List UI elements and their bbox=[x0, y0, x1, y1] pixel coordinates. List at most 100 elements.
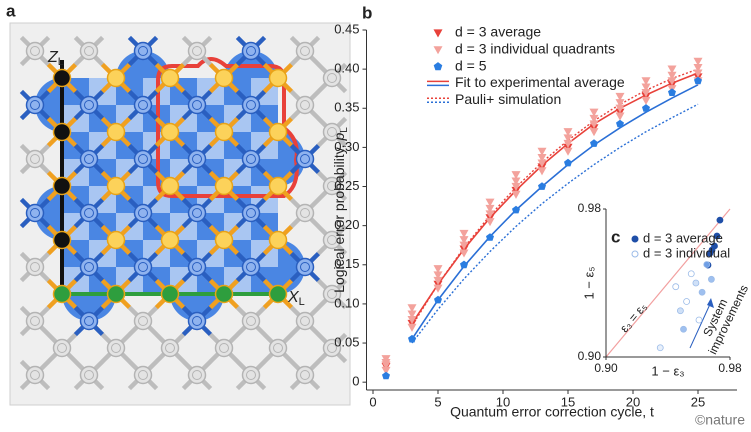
qubit bbox=[52, 122, 72, 142]
qubit-core bbox=[192, 154, 202, 164]
qubit-core bbox=[300, 208, 310, 218]
legend-marker bbox=[631, 250, 639, 258]
inset-x-tick-label: 0.90 bbox=[594, 361, 618, 375]
improvement-arrow bbox=[689, 301, 712, 349]
y-tick-label: 0.45 bbox=[334, 21, 359, 36]
qubit-core bbox=[30, 46, 40, 56]
inset-x-label: 1 − ε₃ bbox=[651, 363, 684, 378]
x-logical-label: XL bbox=[287, 289, 305, 308]
qubit bbox=[214, 284, 234, 304]
data-point bbox=[615, 104, 625, 113]
qubit-core bbox=[138, 46, 148, 56]
qubit bbox=[79, 257, 99, 277]
panel-label: a bbox=[6, 1, 16, 20]
x-tick-label: 25 bbox=[691, 394, 705, 409]
data-point bbox=[434, 295, 442, 304]
qubit-core bbox=[84, 154, 94, 164]
qubit bbox=[295, 41, 315, 61]
data-point bbox=[667, 71, 677, 80]
qubit-core bbox=[246, 154, 256, 164]
qubit bbox=[187, 257, 207, 277]
data-point bbox=[683, 298, 690, 305]
qubit bbox=[241, 203, 261, 223]
boundary-stabilizer bbox=[62, 294, 116, 321]
x-sub: L bbox=[299, 296, 305, 308]
qubit-core bbox=[327, 127, 337, 137]
data-point bbox=[537, 159, 547, 168]
data-point bbox=[641, 83, 651, 92]
qubit bbox=[106, 284, 126, 304]
data-point bbox=[407, 310, 417, 319]
qubit bbox=[133, 41, 153, 61]
data-point bbox=[692, 279, 700, 287]
qubit bbox=[295, 311, 315, 331]
inset-y-tick-label: 0.98 bbox=[578, 201, 602, 215]
qubit-core bbox=[30, 316, 40, 326]
legend-marker bbox=[433, 29, 443, 38]
x-tick-label: 20 bbox=[626, 394, 640, 409]
data-point bbox=[407, 323, 417, 332]
qubit-core bbox=[138, 100, 148, 110]
data-point bbox=[656, 344, 664, 352]
x-tick-label: 15 bbox=[561, 394, 575, 409]
y-tick-label: 0 bbox=[352, 374, 359, 389]
data-point bbox=[641, 96, 651, 105]
qubit bbox=[25, 257, 45, 277]
qubit-core bbox=[300, 262, 310, 272]
data-point bbox=[460, 260, 468, 269]
inset-x-tick-label: 0.98 bbox=[718, 361, 742, 375]
z-symbol: Z bbox=[47, 49, 59, 66]
qubit bbox=[241, 149, 261, 169]
qubit bbox=[52, 284, 72, 304]
qubit bbox=[187, 149, 207, 169]
qubit bbox=[25, 41, 45, 61]
qubit bbox=[25, 311, 45, 331]
data-point bbox=[590, 139, 598, 147]
y-tick-label: 0.20 bbox=[334, 217, 359, 232]
qubit bbox=[106, 122, 126, 142]
qubit-core bbox=[192, 46, 202, 56]
x-tick-label: 10 bbox=[496, 394, 510, 409]
qubit-core bbox=[138, 262, 148, 272]
qubit bbox=[106, 338, 126, 358]
data-point bbox=[563, 147, 573, 156]
data-point bbox=[511, 171, 521, 180]
y-tick-label: 0.25 bbox=[334, 178, 359, 193]
qubit bbox=[241, 41, 261, 61]
data-point bbox=[703, 261, 711, 268]
qubit-core bbox=[192, 262, 202, 272]
data-point bbox=[381, 366, 391, 375]
qubit-core bbox=[138, 370, 148, 380]
qubit bbox=[214, 338, 234, 358]
data-point bbox=[485, 218, 495, 227]
qubit-core bbox=[138, 316, 148, 326]
qubit-core bbox=[246, 316, 256, 326]
data-point bbox=[667, 65, 677, 74]
data-point bbox=[407, 304, 417, 313]
qubit bbox=[133, 257, 153, 277]
qubit bbox=[322, 176, 342, 196]
data-point bbox=[589, 108, 599, 117]
qubit-core bbox=[327, 289, 337, 299]
qubit-core bbox=[57, 343, 67, 353]
data-point bbox=[537, 153, 547, 163]
qubit-core bbox=[327, 235, 337, 245]
qubit-core bbox=[84, 262, 94, 272]
qubit bbox=[160, 338, 180, 358]
qubit-core bbox=[327, 73, 337, 83]
data-point bbox=[589, 128, 599, 137]
y-tick-label: 0.30 bbox=[334, 139, 359, 154]
qubit-core bbox=[300, 100, 310, 110]
qubit bbox=[133, 95, 153, 115]
y-label-sub: L bbox=[339, 127, 350, 133]
boundary-stabilizer bbox=[35, 186, 62, 240]
data-point bbox=[615, 99, 625, 108]
qubit-core bbox=[300, 46, 310, 56]
qubit bbox=[79, 149, 99, 169]
qubit-core bbox=[246, 262, 256, 272]
data-point bbox=[589, 120, 599, 129]
qubit-core bbox=[30, 100, 40, 110]
credit: ©nature bbox=[695, 412, 745, 428]
legend-label: d = 5 bbox=[455, 57, 487, 73]
data-point bbox=[485, 204, 495, 213]
